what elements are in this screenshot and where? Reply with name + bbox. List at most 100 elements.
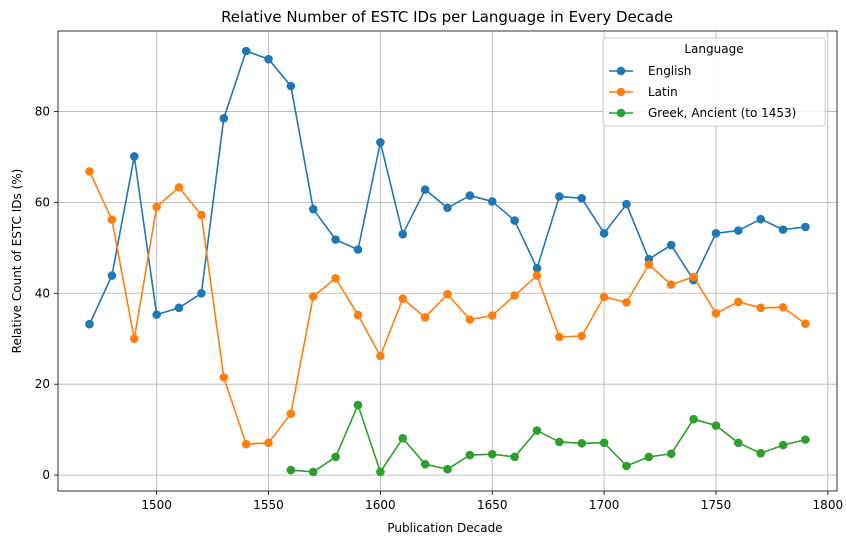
data-point-latin — [599, 292, 609, 302]
data-point-latin — [778, 303, 788, 312]
legend-label: Greek, Ancient (to 1453) — [648, 106, 796, 120]
data-point-english — [622, 199, 631, 209]
data-point-greek-ancient-to-1453 — [801, 435, 810, 444]
data-point-latin — [264, 438, 273, 448]
data-point-greek-ancient-to-1453 — [555, 437, 564, 447]
chart-title: Relative Number of ESTC IDs per Language… — [221, 8, 673, 26]
data-point-latin — [510, 291, 519, 300]
data-point-latin — [286, 409, 296, 419]
data-point-latin — [756, 303, 766, 313]
data-point-english — [487, 197, 497, 206]
data-point-latin — [197, 210, 206, 220]
legend: Language English Latin Greek, Ancient (to … — [602, 37, 826, 127]
data-point-english — [756, 214, 766, 224]
data-point-english — [510, 216, 519, 225]
data-point-english — [420, 185, 430, 194]
data-point-greek-ancient-to-1453 — [420, 459, 430, 469]
y-axis-label: Relative Count of ESTC IDs (%) — [10, 169, 24, 354]
data-point-greek-ancient-to-1453 — [510, 452, 519, 462]
data-point-english — [107, 271, 117, 280]
data-point-latin — [532, 271, 542, 280]
data-point-latin — [219, 373, 229, 382]
data-point-latin — [241, 439, 251, 449]
data-point-latin — [331, 273, 340, 283]
legend-item-greek-ancient-to-1453: Greek, Ancient (to 1453) — [609, 106, 796, 120]
data-point-english — [734, 226, 743, 235]
data-point-latin — [174, 183, 184, 192]
data-point-latin — [353, 310, 363, 320]
data-point-greek-ancient-to-1453 — [376, 467, 385, 477]
data-point-greek-ancient-to-1453 — [666, 449, 676, 459]
data-point-latin — [801, 319, 810, 329]
data-point-latin — [398, 294, 408, 304]
data-point-english — [711, 228, 721, 238]
data-point-greek-ancient-to-1453 — [756, 448, 766, 458]
data-point-english — [308, 204, 318, 214]
series-latin — [85, 167, 810, 449]
data-point-greek-ancient-to-1453 — [644, 452, 654, 462]
data-point-latin — [376, 351, 385, 361]
legend-item-latin: Latin — [609, 85, 678, 99]
data-point-greek-ancient-to-1453 — [465, 450, 475, 460]
data-point-latin — [465, 315, 475, 324]
data-point-english — [532, 263, 542, 273]
legend-title: Language — [684, 42, 743, 56]
series-layer — [85, 46, 810, 477]
data-point-greek-ancient-to-1453 — [599, 438, 609, 448]
data-point-english — [241, 46, 251, 56]
x-tick-label: 1700 — [589, 498, 620, 512]
data-point-english — [801, 222, 810, 232]
data-point-latin — [129, 334, 139, 344]
x-tick-label: 1800 — [813, 498, 844, 512]
legend-marker — [616, 66, 626, 76]
data-point-english — [174, 303, 184, 313]
data-point-latin — [711, 308, 721, 318]
data-point-latin — [152, 202, 161, 212]
data-point-english — [286, 81, 296, 91]
data-point-english — [666, 240, 676, 250]
series-greek-ancient-to-1453 — [286, 400, 810, 477]
plot-frame — [57, 30, 838, 492]
data-point-latin — [85, 167, 94, 176]
x-tick-label: 1750 — [701, 498, 732, 512]
y-tick-label: 40 — [35, 286, 50, 300]
series-line-greek-ancient-to-1453 — [290, 404, 806, 473]
data-point-english — [197, 288, 206, 298]
legend-marker — [616, 108, 626, 118]
data-point-greek-ancient-to-1453 — [353, 400, 363, 410]
y-tick-label: 60 — [35, 195, 50, 209]
data-point-greek-ancient-to-1453 — [622, 461, 631, 471]
y-tick-label: 0 — [42, 468, 50, 482]
data-point-greek-ancient-to-1453 — [734, 438, 743, 448]
data-point-greek-ancient-to-1453 — [711, 421, 721, 430]
x-tick-label: 1600 — [365, 498, 396, 512]
data-point-latin — [107, 215, 117, 224]
data-point-english — [353, 245, 363, 254]
data-point-english — [443, 203, 452, 213]
data-point-english — [219, 113, 229, 123]
data-point-greek-ancient-to-1453 — [778, 440, 788, 450]
data-point-greek-ancient-to-1453 — [286, 465, 296, 475]
data-point-english — [152, 310, 161, 319]
legend-items: English Latin Greek, Ancient (to 1453) — [609, 64, 796, 120]
data-point-latin — [555, 332, 564, 342]
data-point-latin — [577, 331, 587, 341]
x-tick-label: 1550 — [253, 498, 284, 512]
data-point-english — [555, 192, 564, 201]
data-point-greek-ancient-to-1453 — [443, 464, 452, 474]
y-tick-label: 80 — [35, 104, 50, 118]
data-point-latin — [644, 260, 654, 269]
legend-box — [602, 37, 826, 127]
data-point-greek-ancient-to-1453 — [398, 433, 408, 443]
data-point-greek-ancient-to-1453 — [532, 426, 542, 435]
data-point-latin — [308, 292, 318, 301]
data-point-latin — [420, 313, 430, 322]
data-point-latin — [443, 289, 452, 299]
data-point-english — [577, 193, 587, 203]
data-point-english — [129, 152, 139, 161]
data-point-english — [331, 235, 340, 244]
data-point-greek-ancient-to-1453 — [689, 414, 698, 424]
data-point-latin — [689, 272, 698, 282]
